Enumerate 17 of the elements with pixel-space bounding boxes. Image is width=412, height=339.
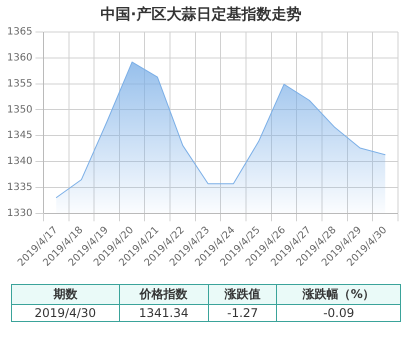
y-tick-label: 1350: [6, 104, 32, 116]
text: 涨跌值: [208, 284, 277, 304]
text: 价格指数: [119, 284, 208, 304]
y-tick-label: 1355: [6, 78, 32, 90]
text: 2019/4/30: [12, 304, 120, 322]
y-tick-label: 1330: [6, 208, 32, 219]
y-tick-label: 1335: [6, 182, 32, 193]
y-tick-label: 1360: [6, 52, 32, 64]
y-tick-label: 1345: [6, 130, 32, 142]
text: -1.27: [208, 304, 277, 322]
text: 期数: [12, 284, 120, 304]
text: 涨跌幅（%）: [276, 284, 400, 304]
y-tick-label: 1340: [6, 156, 32, 168]
y-tick-label: 1365: [6, 26, 32, 38]
chart-title: 中国·产区大蒜日定基指数走势: [100, 4, 302, 23]
text: -0.09: [276, 304, 400, 322]
text: 1341.34: [119, 304, 208, 322]
